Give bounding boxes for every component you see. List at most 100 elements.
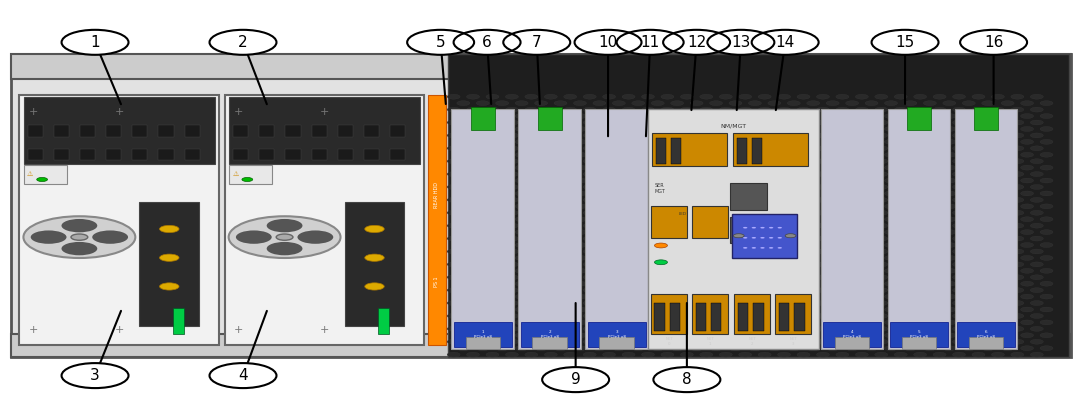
Circle shape bbox=[160, 254, 179, 262]
Circle shape bbox=[778, 94, 791, 99]
Circle shape bbox=[768, 320, 781, 325]
Circle shape bbox=[690, 217, 703, 222]
Circle shape bbox=[758, 275, 771, 280]
Circle shape bbox=[564, 120, 577, 125]
Circle shape bbox=[544, 159, 557, 164]
Circle shape bbox=[1001, 191, 1014, 196]
Circle shape bbox=[710, 217, 723, 222]
Circle shape bbox=[923, 101, 936, 106]
Circle shape bbox=[972, 185, 985, 189]
Circle shape bbox=[836, 288, 849, 293]
FancyBboxPatch shape bbox=[338, 125, 353, 137]
Circle shape bbox=[593, 204, 606, 209]
Circle shape bbox=[972, 352, 985, 357]
Circle shape bbox=[855, 236, 868, 241]
Circle shape bbox=[1011, 107, 1024, 112]
Circle shape bbox=[1021, 165, 1034, 170]
Circle shape bbox=[826, 204, 839, 209]
Circle shape bbox=[554, 230, 567, 235]
Circle shape bbox=[642, 146, 654, 151]
Circle shape bbox=[486, 352, 499, 357]
Circle shape bbox=[797, 120, 810, 125]
FancyBboxPatch shape bbox=[733, 133, 809, 166]
Text: 6
PCIe3 x8: 6 PCIe3 x8 bbox=[977, 330, 995, 339]
Circle shape bbox=[787, 307, 800, 312]
Circle shape bbox=[729, 243, 742, 247]
Circle shape bbox=[894, 107, 907, 112]
Circle shape bbox=[671, 114, 684, 118]
Circle shape bbox=[554, 281, 567, 286]
Circle shape bbox=[816, 223, 829, 228]
Circle shape bbox=[836, 146, 849, 151]
Circle shape bbox=[1021, 191, 1034, 196]
Circle shape bbox=[671, 178, 684, 183]
Text: 7: 7 bbox=[532, 35, 541, 50]
Circle shape bbox=[953, 172, 966, 177]
Text: 15: 15 bbox=[895, 35, 915, 50]
Circle shape bbox=[496, 307, 509, 312]
Circle shape bbox=[690, 320, 703, 325]
Circle shape bbox=[933, 133, 946, 138]
Circle shape bbox=[690, 230, 703, 235]
Circle shape bbox=[816, 249, 829, 254]
Circle shape bbox=[603, 107, 616, 112]
Circle shape bbox=[904, 230, 917, 235]
Circle shape bbox=[807, 243, 820, 247]
Circle shape bbox=[846, 191, 859, 196]
Circle shape bbox=[1030, 223, 1043, 228]
Circle shape bbox=[972, 94, 985, 99]
Circle shape bbox=[729, 320, 742, 325]
Circle shape bbox=[1040, 152, 1053, 157]
Circle shape bbox=[904, 294, 917, 299]
Circle shape bbox=[573, 101, 586, 106]
Circle shape bbox=[748, 204, 761, 209]
Circle shape bbox=[748, 307, 761, 312]
Circle shape bbox=[447, 249, 460, 254]
Circle shape bbox=[583, 172, 596, 177]
Circle shape bbox=[816, 275, 829, 280]
Circle shape bbox=[943, 256, 956, 260]
Circle shape bbox=[593, 178, 606, 183]
Circle shape bbox=[515, 333, 528, 338]
Circle shape bbox=[603, 197, 616, 202]
Circle shape bbox=[535, 230, 548, 235]
Circle shape bbox=[603, 120, 616, 125]
Circle shape bbox=[476, 281, 489, 286]
Circle shape bbox=[496, 346, 509, 351]
Circle shape bbox=[865, 256, 878, 260]
Circle shape bbox=[651, 333, 664, 338]
Circle shape bbox=[622, 172, 635, 177]
Circle shape bbox=[642, 159, 654, 164]
Circle shape bbox=[573, 127, 586, 131]
Circle shape bbox=[855, 326, 868, 331]
Circle shape bbox=[807, 127, 820, 131]
Circle shape bbox=[564, 236, 577, 241]
Circle shape bbox=[923, 294, 936, 299]
Circle shape bbox=[505, 352, 518, 357]
Circle shape bbox=[982, 191, 995, 196]
Circle shape bbox=[467, 120, 480, 125]
Circle shape bbox=[953, 236, 966, 241]
Circle shape bbox=[525, 236, 538, 241]
Circle shape bbox=[612, 165, 625, 170]
Circle shape bbox=[769, 247, 773, 249]
Circle shape bbox=[680, 146, 693, 151]
Circle shape bbox=[700, 288, 713, 293]
FancyBboxPatch shape bbox=[233, 125, 248, 137]
Circle shape bbox=[768, 333, 781, 338]
Circle shape bbox=[1040, 256, 1053, 260]
Circle shape bbox=[836, 120, 849, 125]
Circle shape bbox=[476, 204, 489, 209]
Circle shape bbox=[573, 281, 586, 286]
Circle shape bbox=[904, 204, 917, 209]
Circle shape bbox=[943, 268, 956, 273]
FancyBboxPatch shape bbox=[599, 337, 634, 349]
Circle shape bbox=[710, 268, 723, 273]
Circle shape bbox=[758, 197, 771, 202]
Circle shape bbox=[982, 320, 995, 325]
Circle shape bbox=[1001, 333, 1014, 338]
Circle shape bbox=[680, 262, 693, 267]
Circle shape bbox=[612, 256, 625, 260]
FancyBboxPatch shape bbox=[823, 322, 881, 347]
Circle shape bbox=[535, 217, 548, 222]
